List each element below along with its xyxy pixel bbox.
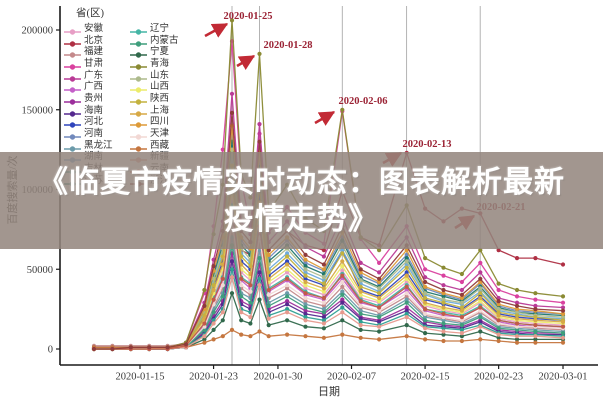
legend-item-河北: 河北: [64, 115, 126, 129]
x-axis-title: 日期: [318, 386, 340, 398]
legend-item-上海: 上海: [130, 103, 192, 117]
legend-key-icon: [64, 128, 81, 140]
legend-item-四川: 四川: [130, 115, 192, 129]
legend-item-甘肃: 甘肃: [64, 56, 126, 70]
y-tick-label: 50000: [27, 265, 53, 276]
legend-label: 黑龙江: [84, 140, 113, 151]
legend-label: 宁夏: [150, 47, 170, 58]
legend-key-icon: [130, 70, 147, 82]
legend-item-辽宁: 辽宁: [130, 21, 192, 35]
legend-label: 天津: [150, 129, 170, 140]
legend-label: 河南: [84, 129, 104, 140]
legend-key-icon: [64, 58, 81, 70]
legend-item-内蒙古: 内蒙古: [130, 33, 192, 47]
legend-label: 西藏: [150, 140, 170, 151]
legend-item-陕西: 陕西: [130, 91, 192, 105]
x-tick-label: 2020-02-07: [327, 372, 376, 383]
legend-label: 北京: [84, 35, 104, 46]
legend-item-广东: 广东: [64, 68, 126, 82]
legend-item-安徽: 安徽: [64, 21, 126, 35]
legend-item-福建: 福建: [64, 44, 126, 58]
legend-key-icon: [130, 128, 147, 140]
legend-key-icon: [64, 105, 81, 117]
x-tick-label: 2020-03-01: [539, 372, 588, 383]
legend-key-icon: [130, 81, 147, 93]
legend-label: 河北: [84, 117, 104, 128]
x-tick-label: 2020-01-30: [253, 372, 302, 383]
legend-label: 四川: [150, 117, 170, 128]
legend-label: 陕西: [150, 93, 170, 104]
x-tick-label: 2020-02-15: [401, 372, 450, 383]
legend-key-icon: [64, 140, 81, 152]
legend-label: 甘肃: [84, 58, 104, 69]
legend-item-黑龙江: 黑龙江: [64, 138, 126, 152]
legend-key-icon: [130, 58, 147, 70]
legend-item-山东: 山东: [130, 68, 192, 82]
legend-key-icon: [64, 35, 81, 47]
annotation-arrow-icon: [236, 54, 256, 70]
annotation-date-label: 2020-02-06: [339, 96, 388, 107]
legend-item-山西: 山西: [130, 79, 192, 93]
legend-key-icon: [130, 23, 147, 35]
annotation-date-label: 2020-01-25: [224, 11, 273, 22]
legend-item-宁夏: 宁夏: [130, 44, 192, 58]
legend-key-icon: [64, 81, 81, 93]
legend-key-icon: [130, 35, 147, 47]
legend-label: 海南: [84, 105, 104, 116]
legend-label: 辽宁: [150, 23, 170, 34]
legend-key-icon: [64, 46, 81, 58]
legend-item-贵州: 贵州: [64, 91, 126, 105]
y-tick-label: 150000: [22, 105, 54, 116]
legend-item-北京: 北京: [64, 33, 126, 47]
x-tick-label: 2020-01-23: [189, 372, 238, 383]
annotation-date-label: 2020-01-28: [264, 40, 313, 51]
legend-key-icon: [64, 116, 81, 129]
legend-item-青海: 青海: [130, 56, 192, 70]
legend-item-西藏: 西藏: [130, 138, 192, 152]
legend-key-icon: [64, 93, 81, 105]
headline-line2: 疫情走势》: [224, 202, 379, 236]
annotation-arrow-icon: [204, 22, 229, 38]
headline-line1: 《临夏市疫情实时动态：图表解析最新: [38, 165, 565, 199]
legend-label: 上海: [150, 105, 170, 116]
legend-label: 安徽: [84, 23, 104, 34]
legend-key-icon: [130, 93, 147, 105]
y-tick-label: 200000: [22, 26, 54, 37]
legend-item-天津: 天津: [130, 126, 192, 140]
legend-label: 山东: [150, 70, 170, 81]
legend-key-icon: [130, 46, 147, 58]
legend-label: 广东: [84, 70, 104, 81]
annotation-arrow-icon: [314, 110, 336, 126]
legend-label: 山西: [150, 82, 170, 93]
legend-label: 青海: [150, 58, 170, 69]
legend-item-海南: 海南: [64, 103, 126, 117]
legend-label: 贵州: [84, 93, 104, 104]
legend-item-河南: 河南: [64, 126, 126, 140]
y-tick-label: 0: [48, 345, 53, 356]
x-tick-label: 2020-02-23: [474, 372, 523, 383]
legend-key-icon: [130, 140, 147, 152]
legend-label: 广西: [84, 82, 104, 93]
legend-label: 内蒙古: [150, 35, 179, 46]
annotation-date-label: 2020-02-13: [403, 139, 452, 150]
legend-key-icon: [130, 116, 147, 129]
legend-key-icon: [64, 70, 81, 82]
legend-title: 省(区): [76, 8, 104, 19]
legend-key-icon: [130, 105, 147, 117]
headline-overlay: 《临夏市疫情实时动态：图表解析最新 疫情走势》: [0, 152, 603, 249]
legend-key-icon: [64, 23, 81, 35]
x-tick-label: 2020-01-15: [116, 372, 165, 383]
legend-item-广西: 广西: [64, 79, 126, 93]
legend-label: 福建: [84, 47, 104, 58]
